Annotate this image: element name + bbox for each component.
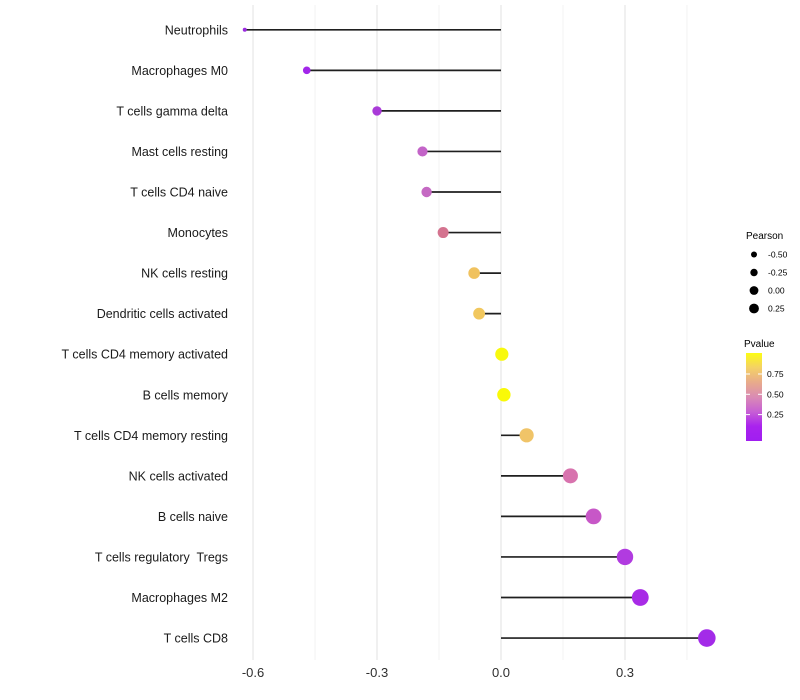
lollipop-dot xyxy=(372,106,382,116)
y-axis-label: Macrophages M2 xyxy=(131,591,228,605)
colorbar-tick-label: 0.75 xyxy=(767,369,784,379)
y-axis-label: NK cells resting xyxy=(141,267,228,281)
y-axis-label: Neutrophils xyxy=(165,23,228,37)
size-legend-dot xyxy=(749,303,759,314)
y-axis-label: NK cells activated xyxy=(129,469,228,483)
lollipop-dot xyxy=(468,267,480,279)
y-axis-label: B cells naive xyxy=(158,510,228,524)
lollipop-dot xyxy=(302,66,311,75)
colorbar-tick-label: 0.50 xyxy=(767,389,784,399)
lollipop-dot xyxy=(437,227,449,239)
pvalue-colorbar xyxy=(746,353,762,441)
size-legend-label: 0.00 xyxy=(768,286,785,296)
lollipop-dot xyxy=(585,508,602,525)
lollipop-dot xyxy=(562,468,578,484)
y-axis-label: T cells CD4 memory activated xyxy=(62,348,229,362)
y-axis-label: T cells CD4 naive xyxy=(130,186,228,200)
x-tick-label: -0.3 xyxy=(366,665,388,680)
y-axis-label: T cells regulatory Tregs xyxy=(95,550,228,564)
lollipop-dot xyxy=(417,146,428,157)
y-axis-label: T cells gamma delta xyxy=(116,104,228,118)
lollipop-dot xyxy=(519,428,534,443)
y-axis-label: T cells CD8 xyxy=(164,632,228,646)
lollipop-dot xyxy=(497,388,511,402)
color-legend-title: Pvalue xyxy=(744,339,775,350)
lollipop-dot xyxy=(495,347,509,361)
colorbar-tick-label: 0.25 xyxy=(767,410,784,420)
size-legend-dot xyxy=(750,268,758,277)
lollipop-dot xyxy=(616,548,634,566)
lollipop-dot xyxy=(631,589,649,606)
lollipop-dot xyxy=(473,307,485,320)
y-axis-label: T cells CD4 memory resting xyxy=(74,429,228,443)
size-legend-label: -0.25 xyxy=(768,268,788,278)
y-axis-label: Dendritic cells activated xyxy=(97,307,228,321)
y-axis-label: B cells memory xyxy=(143,388,229,402)
y-axis-label: Macrophages M0 xyxy=(131,64,228,78)
size-legend-label: 0.25 xyxy=(768,304,785,314)
size-legend-label: -0.50 xyxy=(768,250,788,260)
size-legend-title: Pearson xyxy=(746,231,783,242)
lollipop-dot xyxy=(698,629,716,647)
y-axis-label: Monocytes xyxy=(168,226,228,240)
size-legend-dot xyxy=(751,251,757,258)
x-tick-label: 0.0 xyxy=(492,665,510,680)
lollipop-dot xyxy=(421,186,432,198)
size-legend-dot xyxy=(749,286,759,295)
x-tick-label: 0.3 xyxy=(616,665,634,680)
lollipop-dot xyxy=(242,27,247,32)
y-axis-label: Mast cells resting xyxy=(131,145,228,159)
x-tick-label: -0.6 xyxy=(242,665,264,680)
